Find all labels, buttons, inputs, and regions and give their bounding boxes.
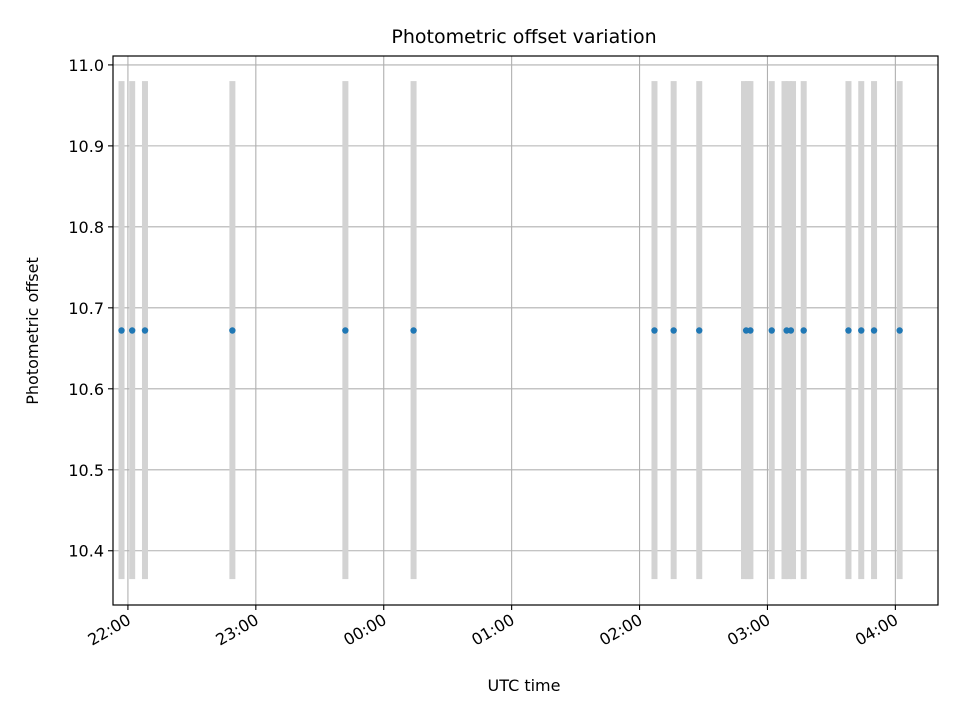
y-tick-label: 11.0 <box>68 56 104 75</box>
data-point <box>342 327 349 334</box>
data-point <box>670 327 677 334</box>
data-point <box>787 327 795 334</box>
data-point <box>118 327 125 334</box>
data-point <box>800 327 807 334</box>
data-point <box>410 327 417 334</box>
data-point <box>229 327 236 334</box>
data-point <box>141 327 149 334</box>
data-point <box>870 327 878 334</box>
y-tick-label: 10.5 <box>68 461 104 480</box>
y-tick-label: 10.4 <box>68 542 104 561</box>
y-axis-ticks: 10.4 10.5 10.6 10.7 10.8 10.9 11.0 <box>68 56 113 561</box>
y-tick-label: 10.9 <box>68 137 104 156</box>
plot-frame <box>112 55 939 606</box>
chart-title: Photometric offset variation <box>391 26 656 48</box>
data-point <box>651 327 658 334</box>
y-tick-label: 10.8 <box>68 218 104 237</box>
x-axis-label: UTC time <box>488 676 561 695</box>
y-tick-label: 10.7 <box>68 299 104 318</box>
data-point <box>696 327 703 334</box>
data-point <box>128 327 136 334</box>
data-point <box>845 327 852 334</box>
y-axis-label: Photometric offset <box>23 257 42 405</box>
point-layer <box>118 327 903 334</box>
data-point <box>747 327 754 334</box>
grid-layer <box>113 56 938 605</box>
data-point <box>768 327 775 334</box>
data-point <box>858 327 865 334</box>
y-tick-label: 10.6 <box>68 380 104 399</box>
data-point <box>896 327 903 334</box>
